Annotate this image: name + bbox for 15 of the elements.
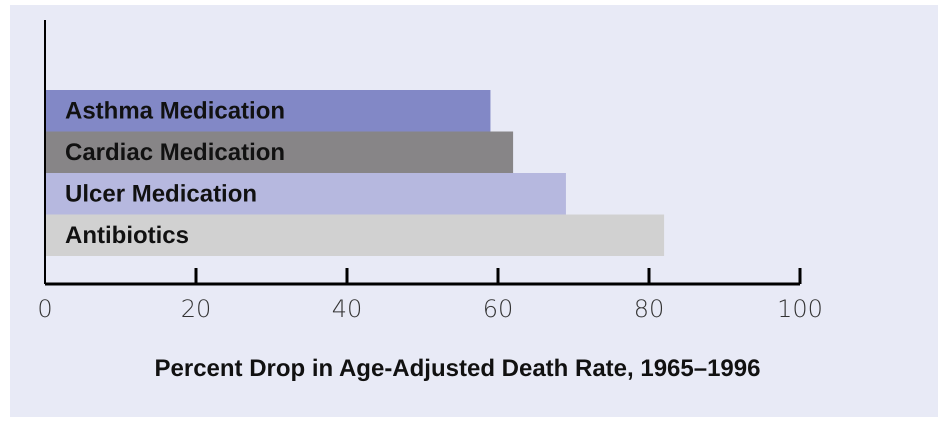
x-tick-label: 20 [180, 295, 212, 323]
x-tick-label: 100 [777, 295, 823, 323]
x-tick-label: 0 [37, 295, 53, 323]
x-tick-label: 80 [634, 295, 664, 323]
bar [45, 132, 514, 173]
x-axis-title: Percent Drop in Age-Adjusted Death Rate, 1965–1996 [154, 355, 760, 382]
y-tick-label: Asthma Medication [65, 97, 286, 124]
bar [45, 173, 566, 214]
bar [45, 90, 490, 132]
bar [45, 214, 664, 256]
y-tick-label: Cardiac Medication [65, 138, 286, 166]
x-tick-label: 40 [332, 295, 362, 323]
x-tick-label: 60 [482, 295, 514, 323]
y-tick-label: Ulcer Medication [65, 180, 258, 208]
y-tick-label: Antibiotics [65, 222, 189, 249]
